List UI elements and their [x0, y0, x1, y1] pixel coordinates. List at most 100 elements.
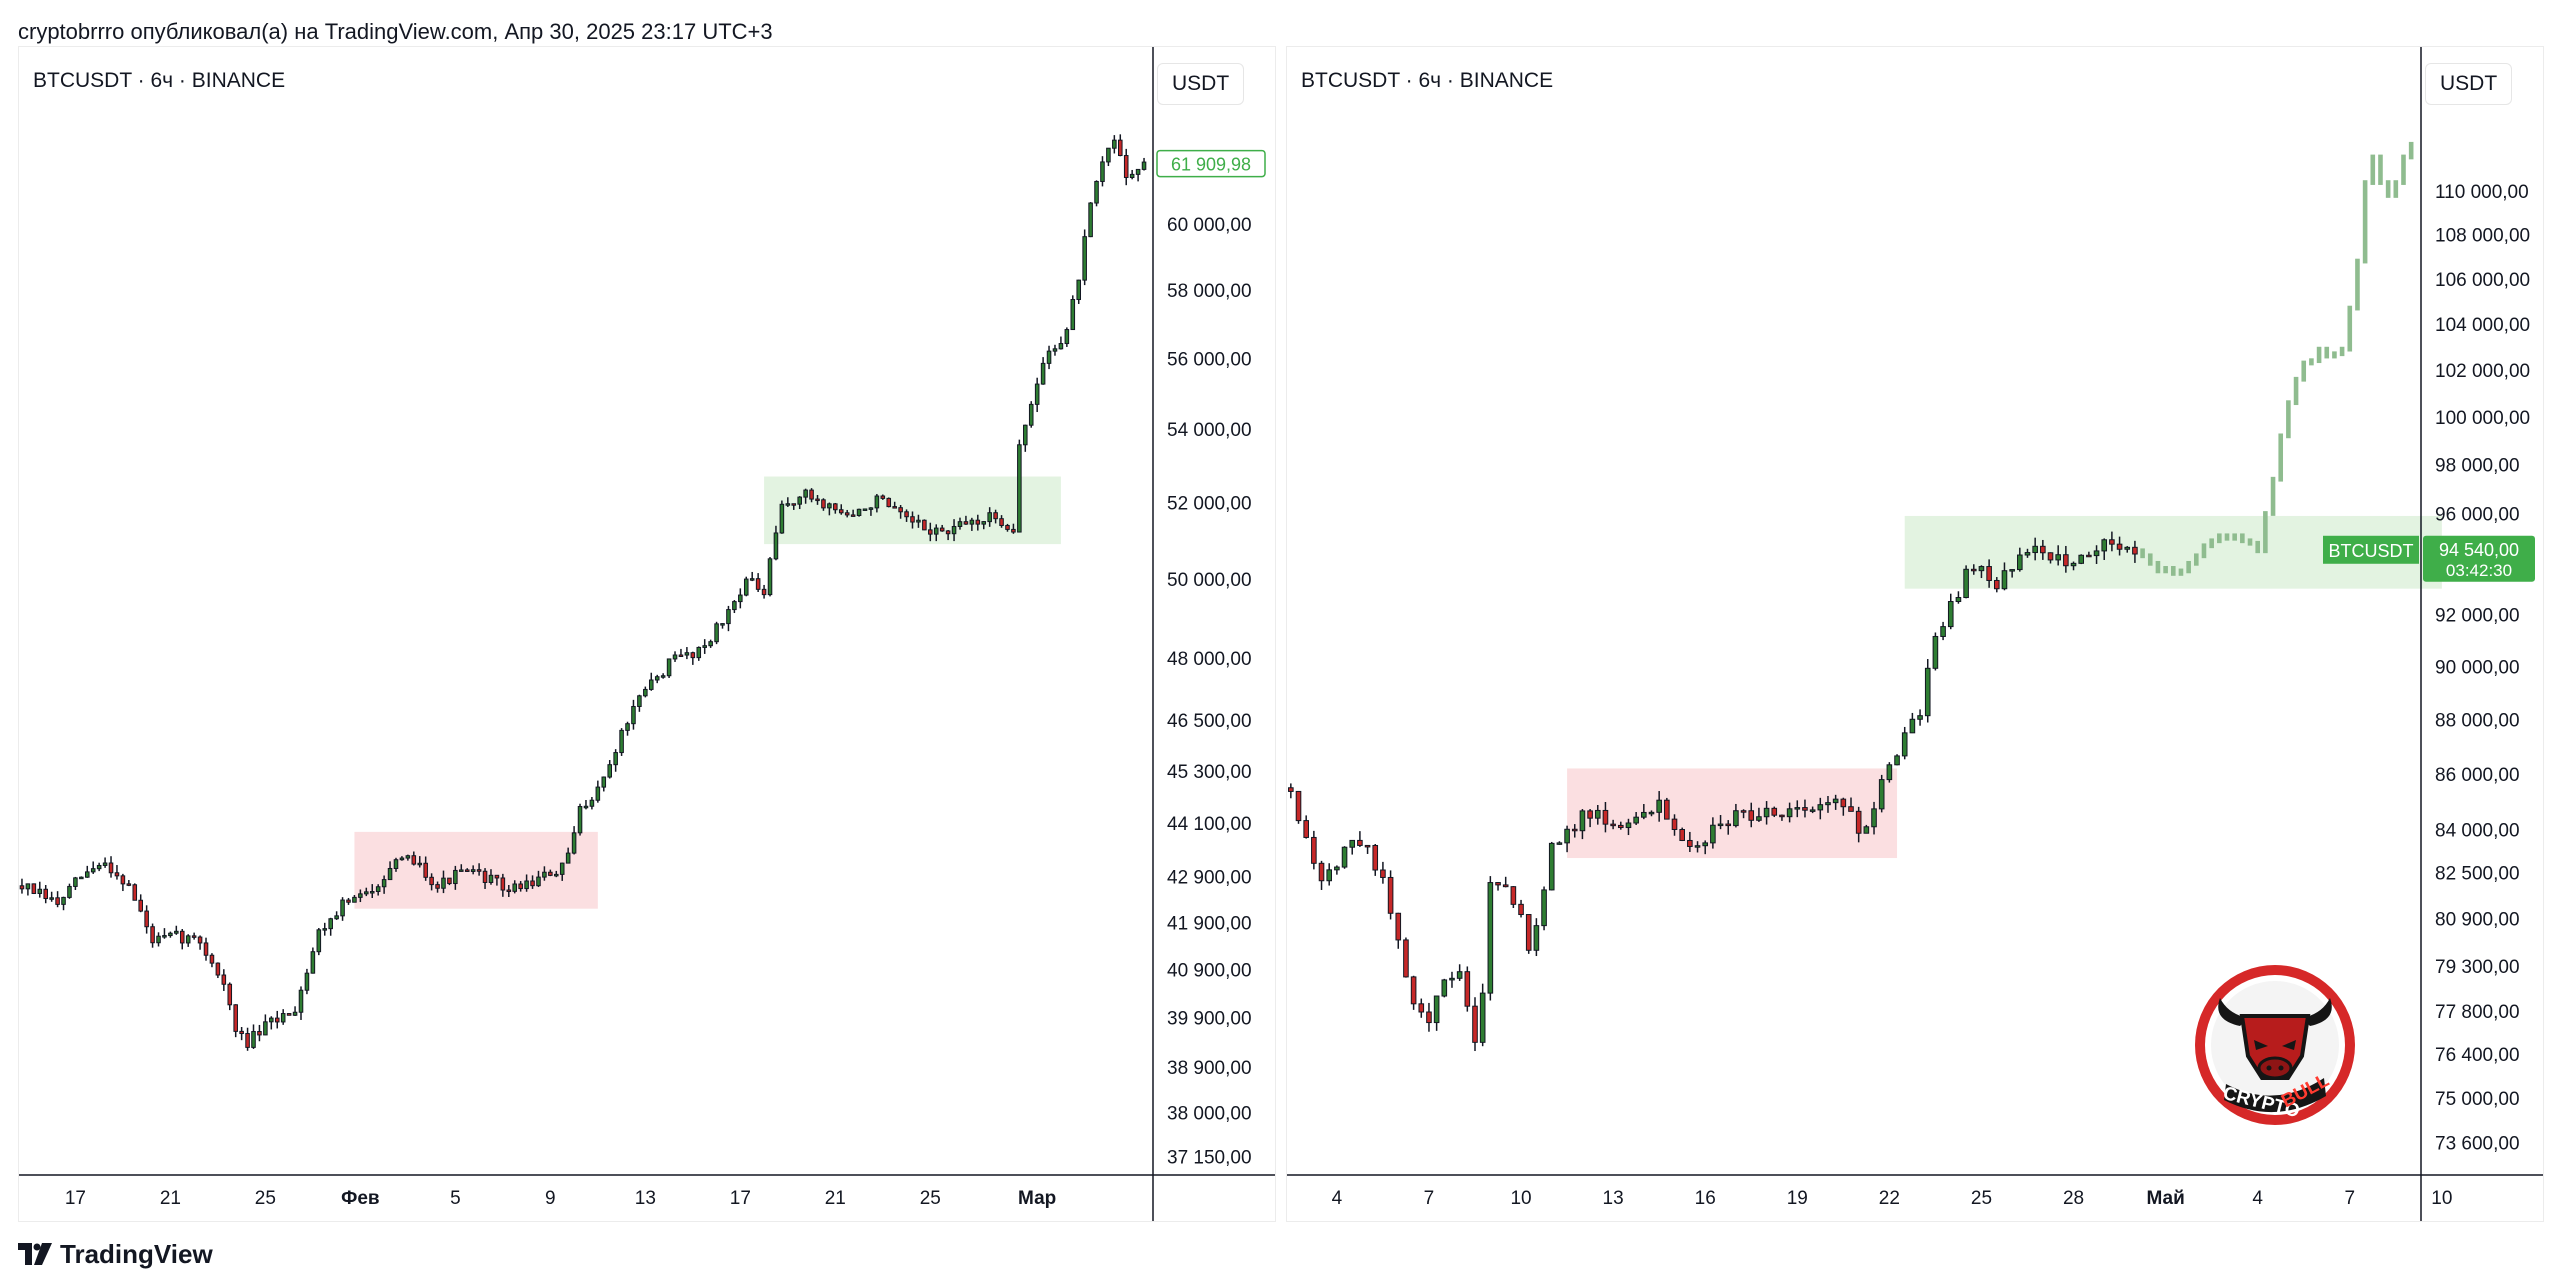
- candle[interactable]: [340, 897, 345, 921]
- candle[interactable]: [1901, 726, 1908, 760]
- candle[interactable]: [1403, 937, 1409, 978]
- candle[interactable]: [571, 826, 577, 855]
- candle[interactable]: [1809, 806, 1816, 814]
- candle[interactable]: [648, 672, 654, 691]
- candle[interactable]: [939, 524, 945, 532]
- candle[interactable]: [993, 509, 998, 524]
- candle[interactable]: [464, 868, 470, 872]
- candle[interactable]: [1479, 983, 1486, 1047]
- candle[interactable]: [726, 605, 731, 632]
- candle[interactable]: [84, 865, 90, 878]
- candle[interactable]: [1303, 815, 1309, 839]
- candle[interactable]: [1295, 790, 1302, 824]
- candle[interactable]: [191, 932, 197, 940]
- candle[interactable]: [1349, 839, 1356, 855]
- candle[interactable]: [179, 929, 185, 950]
- candle[interactable]: [67, 883, 72, 899]
- candle[interactable]: [631, 699, 636, 730]
- candle[interactable]: [856, 508, 862, 517]
- candle[interactable]: [1978, 565, 1985, 579]
- candle[interactable]: [1817, 797, 1824, 820]
- candle[interactable]: [957, 517, 963, 530]
- candle[interactable]: [589, 797, 595, 810]
- candle[interactable]: [862, 508, 868, 511]
- candle[interactable]: [999, 515, 1004, 528]
- candle[interactable]: [1909, 712, 1916, 734]
- candle[interactable]: [1100, 156, 1105, 187]
- candle[interactable]: [423, 856, 428, 881]
- candle[interactable]: [1326, 863, 1333, 886]
- candle[interactable]: [844, 509, 850, 518]
- candle[interactable]: [1564, 825, 1570, 853]
- candle[interactable]: [126, 880, 132, 887]
- candle[interactable]: [672, 651, 678, 662]
- candle[interactable]: [162, 928, 167, 939]
- candle[interactable]: [1005, 523, 1010, 532]
- candle[interactable]: [625, 721, 630, 736]
- candle[interactable]: [364, 887, 369, 897]
- candle[interactable]: [2132, 540, 2138, 563]
- candle[interactable]: [1017, 439, 1022, 533]
- candle[interactable]: [1395, 912, 1402, 949]
- candle[interactable]: [583, 800, 589, 810]
- candle[interactable]: [1894, 754, 1900, 766]
- candle[interactable]: [1947, 593, 1954, 630]
- candle[interactable]: [981, 521, 987, 530]
- candle[interactable]: [767, 557, 773, 597]
- candle[interactable]: [1963, 565, 1969, 599]
- candle[interactable]: [257, 1024, 262, 1042]
- candle[interactable]: [25, 883, 31, 896]
- candle[interactable]: [144, 905, 149, 934]
- candle[interactable]: [1786, 802, 1793, 823]
- candle[interactable]: [987, 507, 992, 527]
- candle[interactable]: [1433, 995, 1440, 1031]
- candle[interactable]: [2009, 569, 2015, 578]
- candle[interactable]: [494, 874, 500, 886]
- candle[interactable]: [1940, 621, 1946, 641]
- candle[interactable]: [1418, 998, 1425, 1018]
- candle[interactable]: [435, 881, 440, 893]
- candle[interactable]: [1610, 819, 1616, 830]
- candle[interactable]: [280, 1009, 286, 1025]
- candle[interactable]: [595, 780, 601, 803]
- candle[interactable]: [542, 866, 547, 881]
- candle[interactable]: [1871, 801, 1877, 835]
- candle[interactable]: [1694, 841, 1701, 853]
- candle[interactable]: [975, 514, 981, 531]
- candle[interactable]: [2101, 538, 2108, 560]
- candle[interactable]: [1886, 762, 1893, 783]
- candle[interactable]: [108, 856, 114, 878]
- candle[interactable]: [1426, 1002, 1432, 1032]
- candle[interactable]: [1687, 831, 1693, 853]
- candle[interactable]: [1587, 809, 1593, 828]
- candle[interactable]: [791, 503, 797, 510]
- candle[interactable]: [1011, 523, 1016, 534]
- candle[interactable]: [1082, 229, 1087, 286]
- candle[interactable]: [601, 776, 607, 792]
- candle[interactable]: [269, 1016, 274, 1030]
- candle[interactable]: [951, 519, 957, 542]
- candle[interactable]: [2017, 547, 2023, 572]
- candle[interactable]: [637, 694, 642, 712]
- candle[interactable]: [1387, 870, 1394, 920]
- candle[interactable]: [512, 880, 518, 894]
- candle[interactable]: [1848, 797, 1854, 812]
- candle[interactable]: [720, 623, 725, 629]
- candle[interactable]: [1548, 841, 1555, 891]
- candle[interactable]: [1602, 801, 1609, 833]
- candle[interactable]: [274, 1010, 280, 1029]
- candle[interactable]: [334, 911, 339, 920]
- candle[interactable]: [488, 869, 494, 885]
- candle[interactable]: [203, 937, 209, 961]
- candle[interactable]: [150, 923, 155, 948]
- candle[interactable]: [1135, 168, 1141, 182]
- candle[interactable]: [114, 865, 120, 880]
- candle[interactable]: [1141, 157, 1147, 171]
- candle[interactable]: [1380, 861, 1386, 884]
- candle[interactable]: [654, 674, 660, 684]
- candle[interactable]: [933, 524, 939, 542]
- candle[interactable]: [399, 856, 405, 861]
- candle[interactable]: [156, 932, 161, 947]
- candle[interactable]: [803, 488, 808, 504]
- candle[interactable]: [441, 870, 446, 894]
